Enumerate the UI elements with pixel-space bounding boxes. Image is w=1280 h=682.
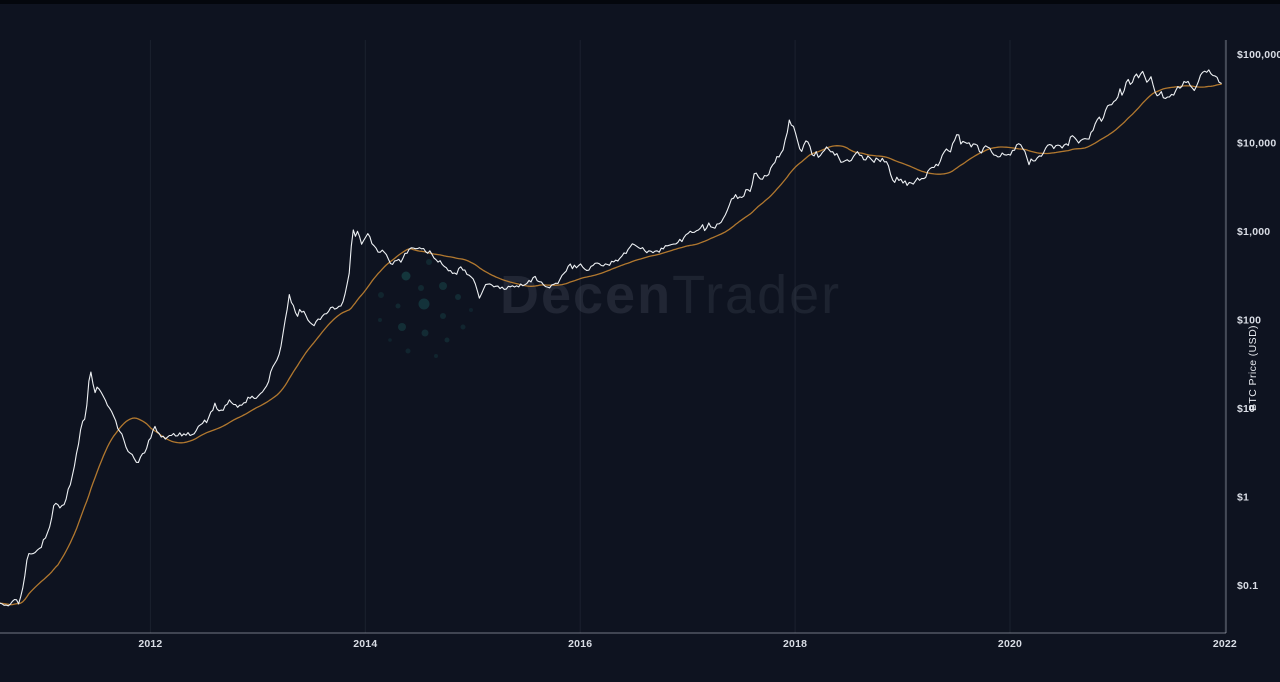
series-lines	[0, 69, 1222, 607]
y-tick-label: $1	[1237, 492, 1249, 504]
y-tick-label: $1,000	[1237, 226, 1270, 238]
btc-price-line	[0, 69, 1222, 607]
y-tick-label: $10	[1237, 403, 1255, 415]
y-tick-label: $0.1	[1237, 580, 1258, 592]
window-top-strip	[0, 0, 1280, 4]
x-tick-label: 2022	[1213, 638, 1237, 650]
y-tick-label: $10,000	[1237, 138, 1276, 150]
y-tick-label: $100	[1237, 315, 1261, 327]
x-tick-label: 2014	[353, 638, 377, 650]
x-tick-label: 2012	[138, 638, 162, 650]
y-tick-labels: $100,000 $10,000 $1,000 $100 $10 $1 $0.1	[1237, 49, 1280, 592]
y-axis-title: BTC Price (USD)	[1247, 325, 1259, 411]
year-gridlines	[149, 40, 1226, 633]
axes	[0, 40, 1227, 634]
moving-average-line	[0, 83, 1222, 606]
y-tick-label: $100,000	[1237, 49, 1280, 61]
x-tick-label: 2018	[783, 638, 807, 650]
x-tick-labels: 2012 2014 2016 2018 2020 2022	[138, 638, 1237, 650]
x-tick-label: 2020	[998, 638, 1022, 650]
x-tick-label: 2016	[568, 638, 592, 650]
